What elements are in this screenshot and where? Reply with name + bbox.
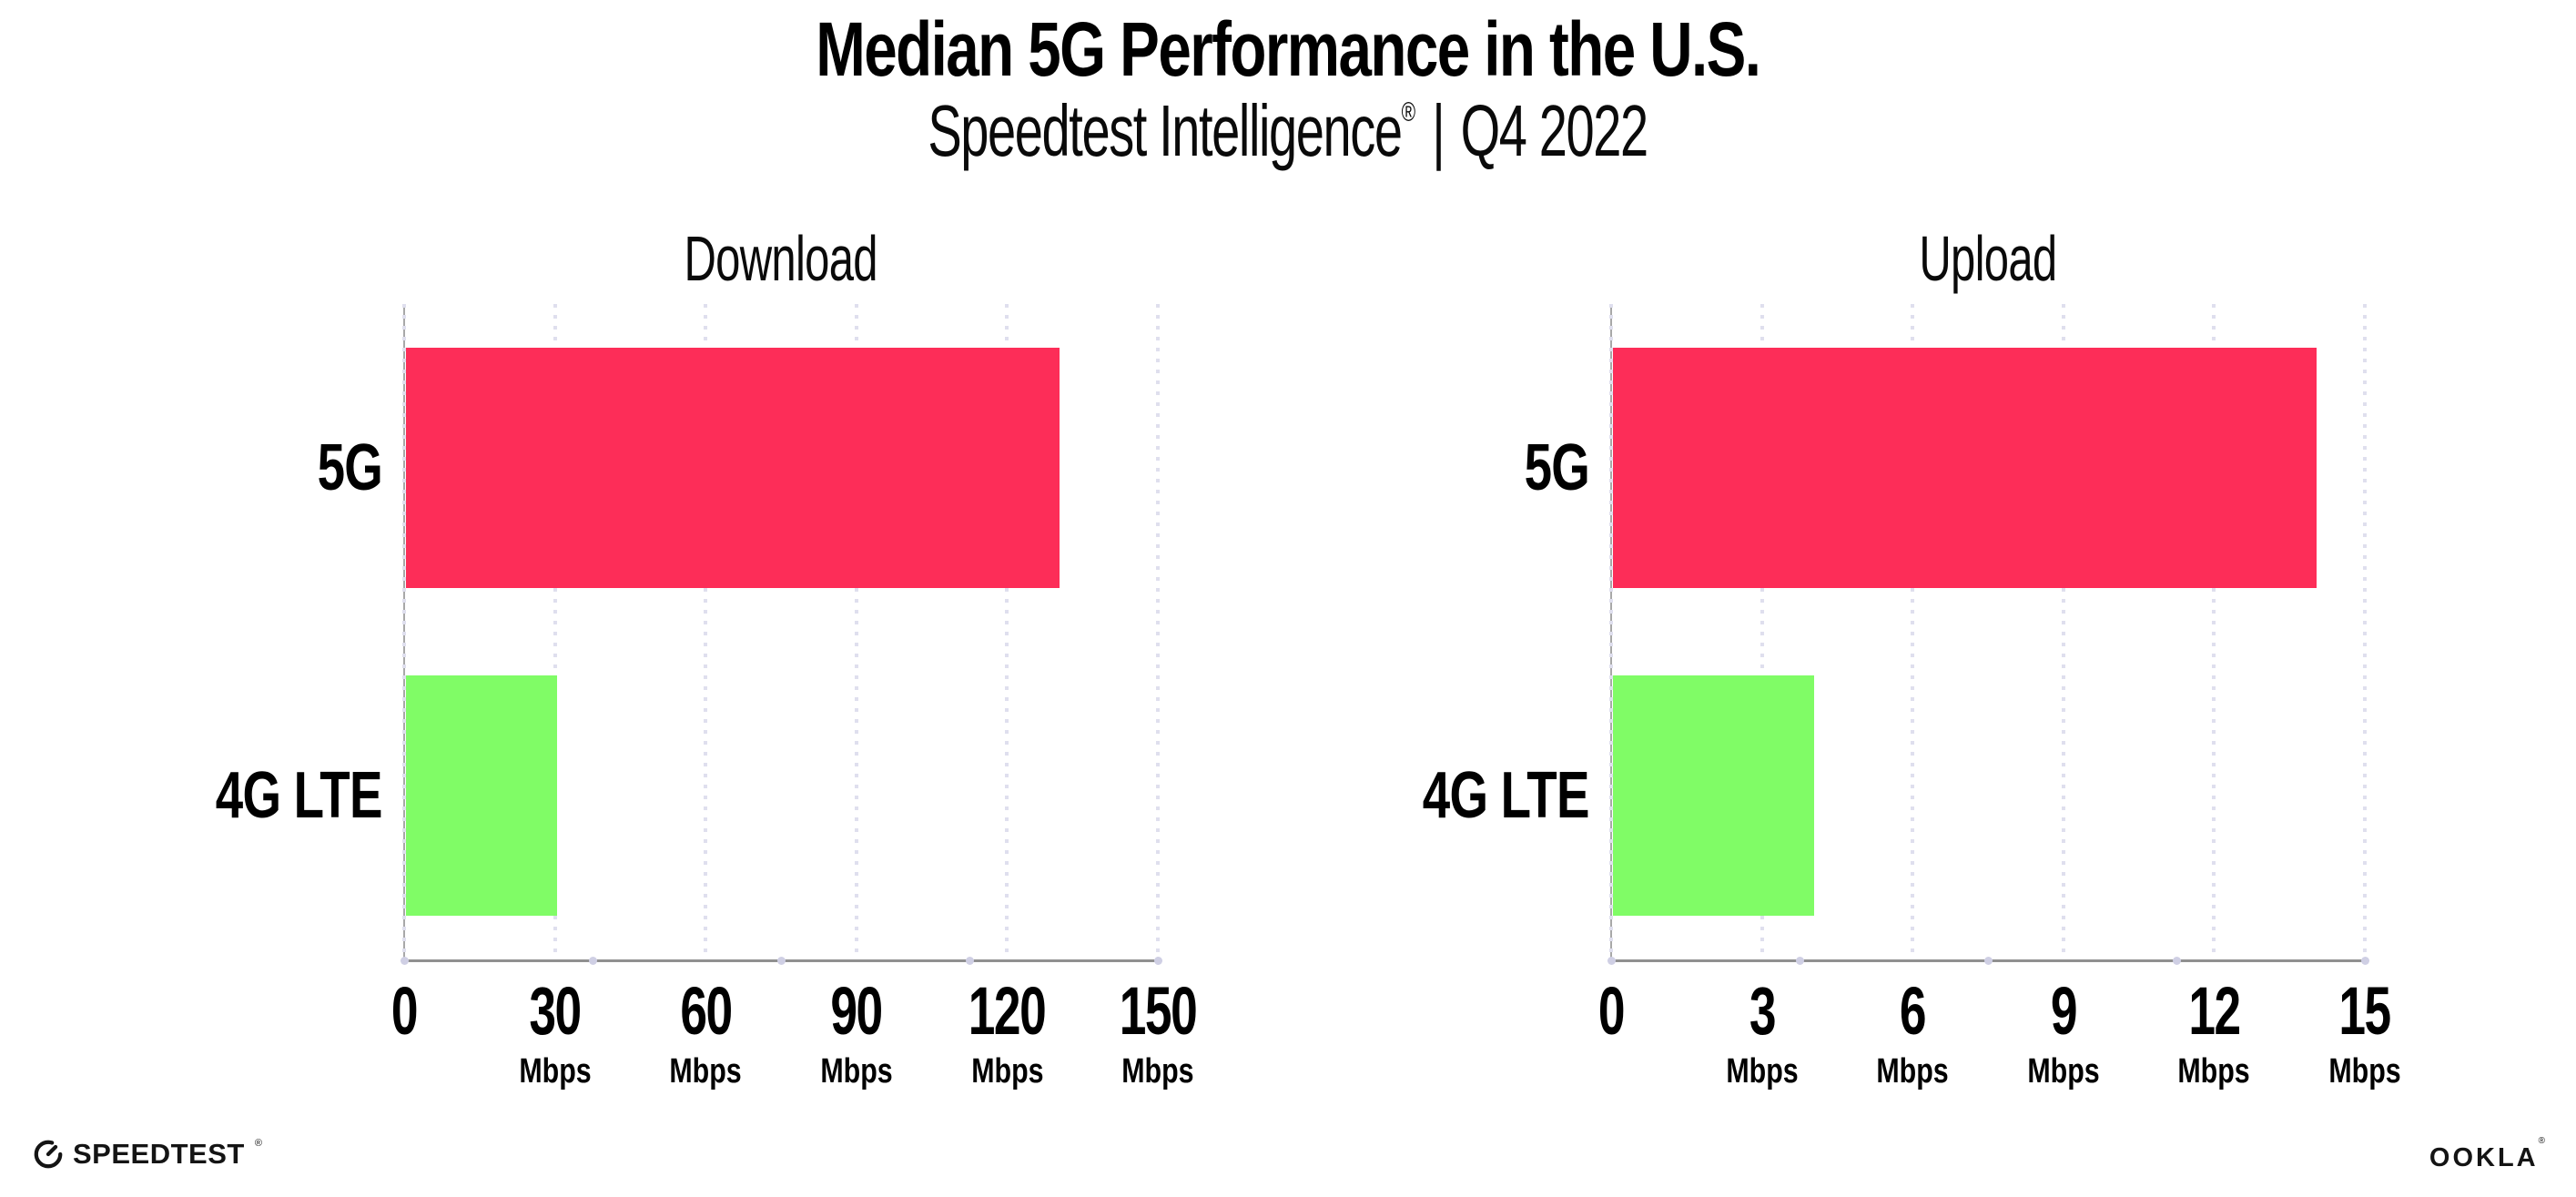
- gridline-0: [1609, 304, 1613, 959]
- bar-4g-lte-upload: [1613, 675, 1814, 916]
- x-tick-value: 120: [969, 973, 1047, 1049]
- x-tick-0: 0: [386, 978, 421, 1045]
- x-tick-unit: Mbps: [2328, 1052, 2401, 1090]
- x-tick-9: 9 Mbps: [2018, 973, 2108, 1090]
- x-tick-120: 120 Mbps: [954, 973, 1060, 1090]
- x-tick-15: 15 Mbps: [2319, 973, 2409, 1090]
- gridline-90: [854, 304, 858, 959]
- x-tick-unit: Mbps: [1876, 1052, 1949, 1090]
- gridline-3: [1760, 304, 1764, 959]
- x-tick-value: 6: [1900, 973, 1927, 1049]
- gridline-0: [402, 304, 406, 959]
- axis-marker-dot: [966, 957, 974, 965]
- bar-5g-upload: [1613, 348, 2317, 588]
- gridline-150: [1156, 304, 1160, 959]
- category-label-text: 5G: [317, 431, 383, 504]
- page-subtitle: Speedtest Intelligence® | Q4 2022: [0, 89, 2576, 173]
- x-tick-unit: Mbps: [2027, 1052, 2100, 1090]
- x-tick-unit: Mbps: [518, 1052, 592, 1090]
- x-tick-value: 90: [830, 973, 884, 1049]
- gridline-30: [553, 304, 557, 959]
- x-tick-value: 9: [2050, 973, 2078, 1049]
- x-tick-unit: Mbps: [1121, 1052, 1194, 1090]
- x-tick-150: 150 Mbps: [1104, 973, 1211, 1090]
- subtitle-separator: |: [1432, 90, 1446, 171]
- axis-marker-dot: [1154, 957, 1162, 965]
- x-tick-60: 60 Mbps: [661, 973, 751, 1090]
- plot-area-upload: [1607, 304, 2369, 965]
- header: Median 5G Performance in the U.S.: [0, 5, 2576, 94]
- gridline-12: [2212, 304, 2216, 959]
- bar-4g-lte-download: [406, 675, 557, 916]
- category-label-text: 4G LTE: [1423, 759, 1590, 832]
- x-tick-value: 0: [1597, 973, 1626, 1049]
- x-tick-30: 30 Mbps: [510, 973, 600, 1090]
- axis-marker-dot: [1607, 957, 1616, 965]
- registered-trademark-mark: ®: [1402, 97, 1416, 127]
- x-tick-0: 0: [1593, 978, 1628, 1045]
- axis-marker-dot: [777, 957, 786, 965]
- x-tick-6: 6 Mbps: [1868, 973, 1958, 1090]
- x-tick-unit: Mbps: [1725, 1052, 1799, 1090]
- plot-area-download: [401, 304, 1162, 965]
- x-tick-unit: Mbps: [2177, 1052, 2251, 1090]
- axis-marker-dot: [2173, 957, 2181, 965]
- x-axis-ticks-download: 0 30 Mbps 60 Mbps 90 Mbps 120 Mbps 150 Mbps: [391, 973, 1198, 1114]
- x-tick-value: 15: [2338, 973, 2392, 1049]
- gridline-120: [1005, 304, 1009, 959]
- x-tick-value: 0: [390, 973, 419, 1049]
- axis-marker-dot: [589, 957, 597, 965]
- x-tick-value: 12: [2188, 973, 2241, 1049]
- x-tick-3: 3 Mbps: [1717, 973, 1807, 1090]
- ookla-wordmark: OOKLA: [2429, 1143, 2539, 1172]
- x-tick-value: 3: [1749, 973, 1776, 1049]
- page-title: Median 5G Performance in the U.S.: [816, 6, 1761, 92]
- category-label-4g-lte: 4G LTE: [82, 758, 383, 833]
- category-label-5g: 5G: [82, 431, 383, 505]
- x-tick-unit: Mbps: [820, 1052, 893, 1090]
- category-label-text: 5G: [1524, 431, 1590, 504]
- x-axis-ticks-upload: 0 3 Mbps 6 Mbps 9 Mbps 12 Mbps 15 Mbps: [1598, 973, 2401, 1114]
- ookla-reg-mark: ®: [2538, 1136, 2545, 1146]
- category-label-text: 4G LTE: [216, 759, 383, 832]
- x-tick-12: 12 Mbps: [2169, 973, 2259, 1090]
- speedtest-gauge-icon: [34, 1140, 63, 1169]
- ookla-logo: OOKLA®: [2429, 1136, 2545, 1173]
- axis-marker-dot: [1984, 957, 1993, 965]
- x-tick-unit: Mbps: [669, 1052, 742, 1090]
- category-label-5g: 5G: [1289, 431, 1590, 505]
- axis-marker-dot: [2361, 957, 2369, 965]
- x-tick-value: 150: [1119, 973, 1198, 1049]
- category-label-4g-lte: 4G LTE: [1289, 758, 1590, 833]
- x-tick-90: 90 Mbps: [811, 973, 901, 1090]
- axis-marker-dot: [401, 957, 409, 965]
- x-tick-value: 60: [679, 973, 733, 1049]
- axis-marker-dot: [1796, 957, 1804, 965]
- speedtest-logo: SPEEDTEST ®: [33, 1138, 262, 1171]
- subtitle-product: Speedtest Intelligence: [928, 90, 1404, 171]
- chart-title-download: Download: [684, 223, 878, 294]
- bar-5g-download: [406, 348, 1060, 588]
- gridline-6: [1911, 304, 1915, 959]
- subtitle-period: Q4 2022: [1461, 90, 1648, 171]
- speedtest-wordmark: SPEEDTEST: [73, 1138, 245, 1170]
- chart-title-upload: Upload: [1919, 223, 2057, 294]
- gridline-15: [2363, 304, 2367, 959]
- x-tick-value: 30: [529, 973, 582, 1049]
- gridline-60: [704, 304, 708, 959]
- gridline-9: [2061, 304, 2065, 959]
- x-tick-unit: Mbps: [970, 1052, 1044, 1090]
- speedtest-reg-mark: ®: [254, 1138, 262, 1149]
